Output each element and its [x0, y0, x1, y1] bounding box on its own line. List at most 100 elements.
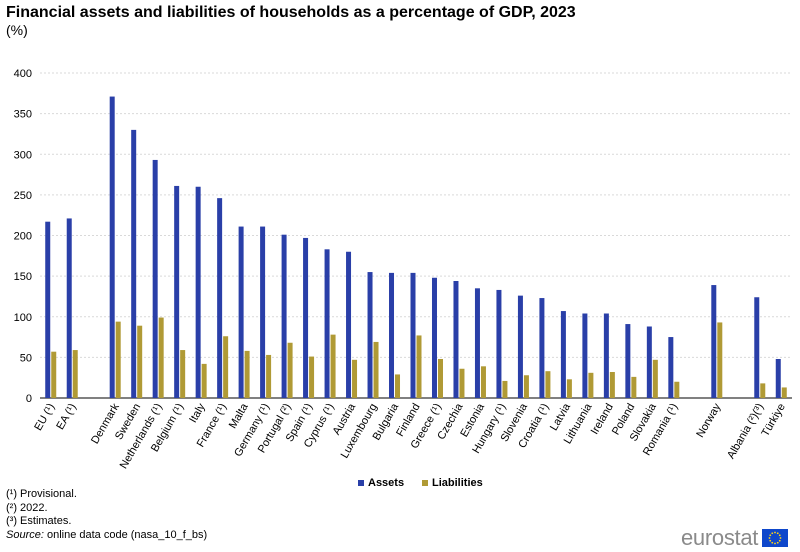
bar-liabilities: [652, 359, 658, 398]
bar-liabilities: [51, 351, 57, 398]
bar-liabilities: [115, 321, 121, 399]
bar-assets: [474, 288, 480, 398]
flag-star: [776, 532, 779, 535]
bar-liabilities: [137, 325, 143, 398]
bar-liabilities: [223, 336, 229, 398]
y-tick-label: 100: [14, 312, 32, 324]
bar-assets: [775, 359, 781, 398]
y-tick-label: 50: [20, 352, 32, 364]
bar-assets: [152, 159, 158, 398]
flag-star: [769, 539, 772, 542]
flag-star: [778, 539, 781, 542]
x-tick-label: Italy: [187, 401, 208, 425]
bar-liabilities: [352, 359, 358, 398]
y-tick-label: 300: [14, 149, 32, 161]
x-tick-label: EU (¹): [32, 402, 57, 433]
footnotes: (¹) Provisional. (²) 2022. (³) Estimates…: [6, 488, 207, 542]
flag-star: [771, 541, 774, 544]
bar-liabilities: [201, 363, 207, 399]
bar-assets: [410, 272, 416, 399]
bar-liabilities: [437, 359, 443, 398]
bar-liabilities: [158, 317, 164, 398]
bar-liabilities: [566, 379, 572, 398]
bar-liabilities: [588, 372, 594, 398]
bar-liabilities: [480, 366, 486, 398]
y-tick-label: 250: [14, 190, 32, 202]
logo-text: eurostat: [681, 525, 759, 550]
flag-star: [776, 541, 779, 544]
bar-assets: [109, 96, 115, 398]
bar-assets: [324, 249, 330, 398]
footnote-estimates: (³) Estimates.: [6, 515, 72, 527]
bar-assets: [174, 185, 180, 398]
flag-star: [778, 534, 781, 537]
bar-liabilities: [416, 335, 422, 398]
bar-assets: [453, 281, 459, 398]
bar-liabilities: [717, 322, 723, 398]
bar-assets: [582, 313, 588, 398]
bar-liabilities: [330, 334, 336, 399]
bar-assets: [603, 313, 609, 398]
bar-assets: [389, 272, 395, 399]
chart-title: Financial assets and liabilities of hous…: [6, 4, 576, 21]
y-tick-label: 400: [14, 68, 32, 80]
bar-assets: [646, 326, 652, 398]
bar-assets: [281, 234, 287, 398]
bar-liabilities: [459, 368, 465, 398]
bar-liabilities: [781, 387, 787, 398]
flag-star: [771, 532, 774, 535]
bar-liabilities: [545, 371, 551, 398]
bar-liabilities: [674, 381, 680, 398]
flag-star: [768, 537, 771, 539]
source-line: Source: online data code (nasa_10_f_bs): [6, 529, 207, 543]
eurostat-logo: eurostat: [681, 525, 789, 550]
bar-assets: [367, 272, 373, 398]
source-text: online data code (nasa_10_f_bs): [43, 528, 208, 541]
y-tick-label: 350: [14, 109, 32, 121]
bar-assets: [238, 226, 244, 398]
bar-assets: [131, 129, 137, 399]
bar-liabilities: [760, 383, 766, 399]
flag-star: [774, 542, 776, 545]
footnote-provisional: (¹) Provisional.: [6, 488, 77, 500]
bar-liabilities: [266, 354, 272, 398]
bar-assets: [66, 218, 72, 398]
bar-assets: [45, 221, 51, 398]
y-tick-label: 150: [14, 271, 32, 283]
flag-star: [769, 534, 772, 537]
source-label: Source:: [6, 528, 44, 541]
bar-assets: [539, 298, 545, 398]
flag-star: [774, 531, 776, 534]
bar-assets: [195, 186, 201, 398]
bar-assets: [560, 311, 566, 398]
bar-liabilities: [502, 380, 508, 398]
bar-assets: [668, 337, 674, 398]
y-tick-label: 0: [26, 393, 32, 405]
legend-label-liabilities: Liabilities: [432, 477, 483, 489]
y-tick-label: 200: [14, 231, 32, 243]
bar-assets: [431, 277, 437, 398]
bar-assets: [517, 295, 523, 399]
bar-liabilities: [609, 372, 615, 398]
bar-assets: [496, 289, 502, 398]
eu-flag-icon: [762, 529, 789, 547]
bar-liabilities: [309, 356, 315, 398]
bar-assets: [711, 285, 717, 398]
bar-liabilities: [523, 375, 529, 398]
bar-liabilities: [72, 350, 78, 398]
flag-star: [779, 537, 782, 539]
bar-liabilities: [244, 350, 250, 399]
bar-assets: [625, 324, 631, 398]
x-tick-label: EA (¹): [54, 402, 78, 432]
footnote-2022: (²) 2022.: [6, 501, 48, 514]
legend-swatch-assets: [358, 480, 364, 486]
bar-assets: [754, 297, 760, 398]
bar-liabilities: [373, 341, 379, 398]
bar-assets: [303, 237, 309, 398]
bar-liabilities: [631, 376, 637, 399]
bar-assets: [346, 251, 352, 398]
bar-liabilities: [395, 374, 401, 398]
bar-liabilities: [287, 342, 293, 398]
legend-label-assets: Assets: [368, 477, 404, 489]
